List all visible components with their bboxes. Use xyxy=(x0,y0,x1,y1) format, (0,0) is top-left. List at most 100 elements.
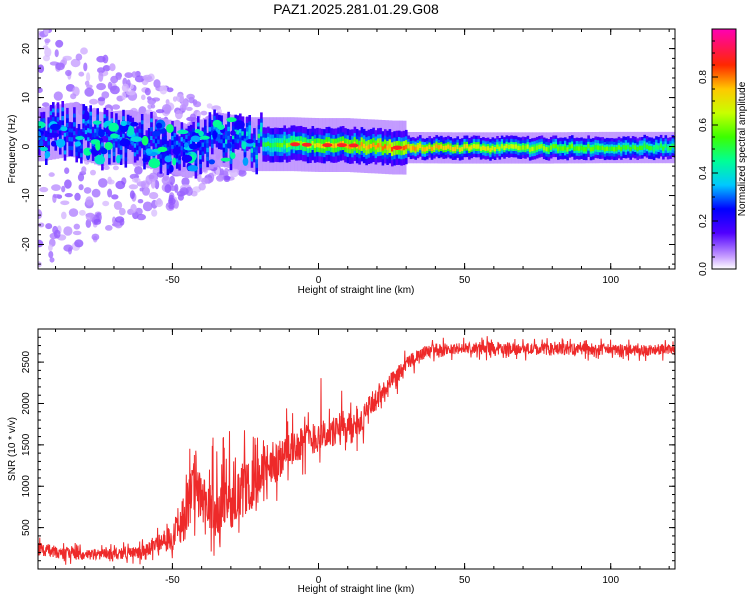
chart-title: PAZ1.2025.281.01.29.G08 xyxy=(273,1,439,17)
spectrogram-speckle xyxy=(172,96,178,102)
spectrogram-ridge-cell xyxy=(379,142,382,148)
spectrogram-ridge-cell xyxy=(650,146,654,151)
spectrogram-ridge-cell xyxy=(381,146,385,151)
spectrogram-ridge-cell xyxy=(643,143,646,148)
spectrogram-blob xyxy=(119,138,131,147)
spectrogram-ridge-cell xyxy=(540,144,544,149)
spectrogram-x-axis-label: Height of straight line (km) xyxy=(298,285,415,296)
spectrogram-speckle xyxy=(129,184,136,190)
spectrogram-ridge-cell xyxy=(575,146,579,151)
spectrogram-speckle xyxy=(132,177,141,183)
spectrogram-blob xyxy=(177,129,189,135)
spectrogram-ridge-cell xyxy=(241,131,244,136)
spectrogram-ridge-cell xyxy=(264,142,268,147)
spectrogram-ridge-cell xyxy=(622,145,625,150)
spectrogram-ridge-cell xyxy=(234,129,237,134)
spectrogram-ridge-cell xyxy=(189,139,193,145)
spectrogram-speckle xyxy=(84,87,94,97)
spectrogram-blob xyxy=(94,154,105,165)
spectrogram-ridge-cell xyxy=(528,147,532,152)
spectrogram-ridge-cell xyxy=(260,127,263,132)
spectrogram-ridge-cell xyxy=(627,144,630,150)
spectrogram-speckle xyxy=(111,194,119,200)
spectrogram-speckle xyxy=(63,244,73,252)
colorbar-gradient xyxy=(711,28,737,270)
spectrogram-ridge-cell xyxy=(592,146,595,152)
spectrogram-ridge-cell xyxy=(341,140,345,146)
spectrogram-speckle xyxy=(109,63,116,72)
spectrogram-speckle xyxy=(91,233,100,241)
spectrogram-speckle xyxy=(201,177,209,185)
spectrogram-speckle xyxy=(98,71,104,82)
spectrogram-peak xyxy=(348,143,359,148)
snr-y-tick-label: 1000 xyxy=(21,475,32,498)
spectrogram-ridge-cell xyxy=(500,144,504,149)
spectrogram-speckle xyxy=(39,186,49,193)
spectrogram-speckle xyxy=(206,103,213,109)
spectrogram-speckle xyxy=(224,175,230,181)
spectrogram-speckle xyxy=(70,58,81,68)
spectrogram-ridge-cell xyxy=(257,133,261,139)
spectrogram-speckle xyxy=(85,196,94,206)
spectrogram-ridge-cell xyxy=(334,143,338,148)
spectrogram-speckle xyxy=(141,94,146,101)
spectrogram-ridge-cell xyxy=(610,146,614,151)
spectrogram-ridge-cell xyxy=(87,128,90,133)
spectrogram-ridge-cell xyxy=(657,145,661,150)
spectrogram-speckle xyxy=(134,75,145,83)
spectrogram-speckle xyxy=(52,194,62,199)
spectrogram-speckle xyxy=(107,176,112,185)
spectrogram-ridge-cell xyxy=(606,146,609,151)
spectrogram-blob xyxy=(145,148,153,155)
spectrogram-ridge-cell xyxy=(211,135,214,140)
spectrogram-speckle xyxy=(81,166,87,174)
spectrogram-speckle xyxy=(72,230,82,236)
spectrogram-speckle xyxy=(142,201,153,212)
spectrogram-speckle xyxy=(112,216,116,225)
spectrogram-ridge-cell xyxy=(486,146,490,151)
spectrogram-blob xyxy=(130,121,139,127)
spectrogram-ridge-cell xyxy=(594,145,597,150)
spectrogram-ridge-cell xyxy=(620,146,623,152)
spectrogram-ridge-cell xyxy=(599,145,602,151)
spectrogram-ridge-cell xyxy=(409,146,413,151)
spectrogram-blob xyxy=(242,157,249,166)
spectrogram-ridge-cell xyxy=(278,143,282,148)
snr-x-axis-label: Height of straight line (km) xyxy=(298,584,415,595)
spectrogram-ridge-cell xyxy=(568,144,572,149)
spectrogram-speckle xyxy=(224,167,229,175)
spectrogram-blob xyxy=(230,130,236,136)
spectrogram-ridge-cell xyxy=(585,147,588,152)
spectrogram-peak xyxy=(392,145,403,150)
spectrogram-ridge-cell xyxy=(587,144,590,149)
spectrogram-speckle xyxy=(168,203,174,210)
spectrogram-ridge-cell xyxy=(636,146,639,152)
spectrogram-speckle xyxy=(186,93,195,100)
spectrogram-blob xyxy=(83,147,92,156)
spectrogram-x-tick-label: 0 xyxy=(316,275,322,286)
spectrogram-ridge-cell xyxy=(374,145,378,150)
spectrogram-blob xyxy=(74,141,82,147)
spectrogram-ridge-cell xyxy=(552,144,555,149)
spectrogram-ridge-cell xyxy=(194,159,198,164)
spectrogram-frame xyxy=(37,28,676,270)
snr-axes: -50 0 50 100 500 1000 1500 2000 2500 xyxy=(21,328,675,586)
spectrogram-ridge-cell xyxy=(367,144,371,149)
spectrogram-blob xyxy=(169,164,174,173)
spectrogram-speckle xyxy=(181,177,190,187)
spectrogram-blob xyxy=(208,159,215,165)
spectrogram-speckle xyxy=(134,166,143,175)
spectrogram-ridge-cell xyxy=(201,142,205,147)
spectrogram-blob xyxy=(119,123,129,133)
spectrogram-blob xyxy=(148,158,161,169)
spectrogram-speckle xyxy=(111,104,121,110)
snr-x-tick-label: -50 xyxy=(165,575,180,586)
spectrogram-speckle xyxy=(97,67,105,74)
spectrogram-ridge-cell xyxy=(377,143,380,148)
spectrogram-ridge-cell xyxy=(227,126,230,132)
spectrogram-speckle xyxy=(164,184,172,194)
spectrogram-speckle xyxy=(107,188,113,198)
spectrogram-speckle xyxy=(48,244,53,252)
spectrogram-ridge-cell xyxy=(140,128,144,134)
spectrogram-ridge-cell xyxy=(580,145,583,151)
